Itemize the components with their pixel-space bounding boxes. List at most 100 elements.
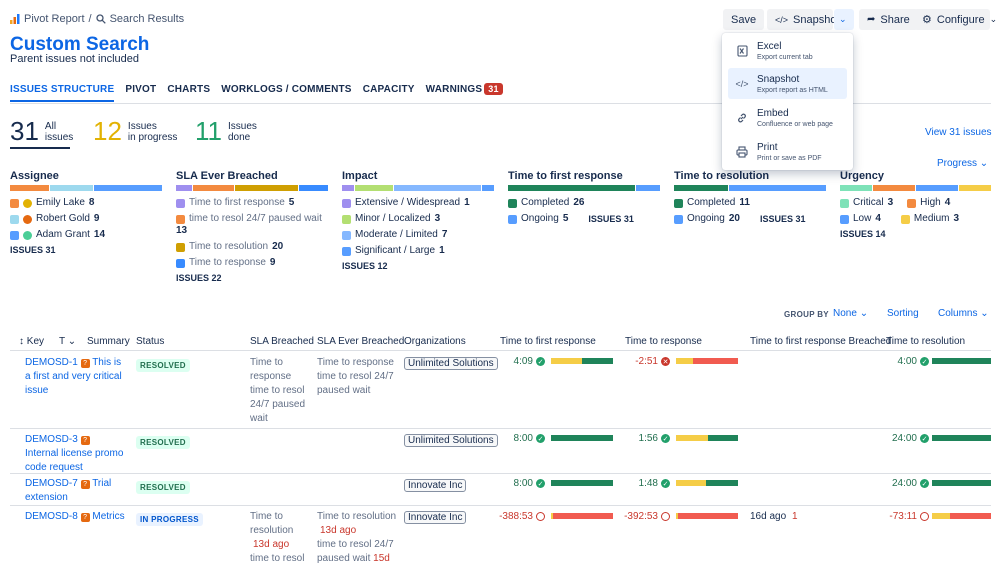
sort-icon: ↕ [19,336,24,347]
list-item[interactable]: Minor / Localized 3 [342,212,494,226]
active-stat-underline [10,147,70,149]
stat-done[interactable]: 11 Issues done [195,116,257,147]
configure-button[interactable]: ⚙ Configure ⌄ [914,9,997,30]
dimension-time-to-resolution: Time to resolution Completed 11 Ongoing 20… [674,170,826,228]
breadcrumb-pivot-report[interactable]: Pivot Report [24,13,85,25]
sorting-button[interactable]: Sorting [887,308,919,319]
list-item[interactable]: Completed 11 [674,196,826,210]
list-item[interactable]: Moderate / Limited 7 [342,228,494,242]
tab-worklogs-comments[interactable]: WORKLOGS / COMMENTS [221,84,352,95]
time-to-response-cell: -2:51 ✕ [625,356,670,367]
list-item[interactable]: Time to resolution 20 [176,240,328,254]
excel-icon [736,44,748,57]
organization-tag[interactable]: Innovate Inc [404,511,467,524]
item-label: Significant / Large [355,245,436,256]
sla-breached-cell: Time to resolution 13d ago time to resol [250,510,310,566]
tab-charts[interactable]: CHARTS [167,84,211,95]
column-header-time-to-first-response[interactable]: Time to first response [500,336,596,347]
sla-progress-bar [676,358,738,364]
issue-summary-link[interactable]: Internal license promo code request [25,448,124,473]
column-header-organizations[interactable]: Organizations [404,336,466,347]
issues-count: ISSUES 14 [840,229,886,239]
list-item[interactable]: Emily Lake 8 [10,196,162,210]
organization-tag[interactable]: Unlimited Solutions [404,434,498,447]
dimension-title[interactable]: SLA Ever Breached [176,170,278,182]
time-to-response-cell: 1:56 ✓ [625,433,670,444]
menu-item-snapshot[interactable]: </> Snapshot Export report as HTML [728,68,847,99]
item-count: 1 [464,197,470,208]
list-item[interactable]: Ongoing 20 ISSUES 31 [674,212,826,226]
column-header-status[interactable]: Status [136,336,165,347]
item-count: 3 [887,197,894,208]
list-item[interactable]: Time to response 9 [176,256,328,270]
time-to-resolution-cell: 24:00 ✓ [884,478,929,489]
stat-in-progress[interactable]: 12 Issues in progress [93,116,177,147]
stat-value: 11 [195,116,222,146]
item-count: 3 [434,213,441,224]
list-item[interactable]: Completed 26 [508,196,660,210]
issue-key-link[interactable]: DEMOSD-7 [25,478,78,489]
dimension-title[interactable]: Time to resolution [674,170,770,182]
menu-item-embed[interactable]: Embed Confluence or web page [728,102,847,133]
menu-item-print[interactable]: Print Print or save as PDF [728,136,847,167]
list-item[interactable]: Low 4 Medium 3 [840,212,991,226]
columns-dropdown[interactable]: Columns ⌄ [938,308,989,319]
list-item[interactable]: time to resol 24/7 paused wait [176,212,328,226]
list-item[interactable]: Significant / Large 1 [342,244,494,258]
progress-dropdown[interactable]: Progress ⌄ [937,158,988,169]
issue-key-link[interactable]: DEMOSD-8 [25,511,78,522]
dimension-title[interactable]: Time to first response [508,170,623,182]
view-all-issues-link[interactable]: View 31 issues [925,127,992,138]
column-header-key[interactable]: ↕ Key [19,336,44,347]
group-by-dropdown[interactable]: None ⌄ [833,308,868,319]
distribution-bar [674,185,826,191]
breadcrumb-search-results[interactable]: Search Results [109,13,185,25]
stat-label: issues [44,131,74,143]
issue-key-link[interactable]: DEMOSD-3 [25,434,78,445]
organization-tag[interactable]: Unlimited Solutions [404,357,498,370]
organization-tag[interactable]: Innovate Inc [404,479,467,492]
list-item[interactable]: Time to first response 5 [176,196,328,210]
tab-pivot[interactable]: PIVOT [125,84,157,95]
tab-warnings[interactable]: WARNINGS 31 [426,83,503,102]
table-row[interactable]: DEMOSD-7 ? Trial extension [25,477,125,505]
item-label: Time to resolution [189,241,269,252]
snapshot-dropdown-button[interactable]: ⌄ [834,9,854,30]
row-divider [10,505,991,506]
table-row[interactable]: DEMOSD-3 ? Internal license promo code r… [25,433,125,475]
time-value: -388:53 [499,511,533,522]
table-row[interactable]: DEMOSD-1 ? This is a first and very crit… [25,356,125,398]
stat-all-issues[interactable]: 31 All issues [10,116,73,147]
table-row[interactable]: DEMOSD-8 ? Metrics [25,510,125,524]
column-header-type[interactable]: T ⌄ [59,336,76,347]
list-item[interactable]: Critical 3 High 4 [840,196,991,210]
item-count: 9 [93,213,100,224]
share-button[interactable]: ➦ Share [859,9,918,30]
column-header-tfr-breached[interactable]: Time to first response Breached [750,336,892,347]
cross-icon: ✕ [661,357,670,366]
save-button[interactable]: Save [723,9,765,30]
dimension-title[interactable]: Urgency [840,170,885,182]
column-header-summary[interactable]: Summary [87,336,130,347]
issue-summary-link[interactable]: Trial extension [25,478,112,503]
issue-summary-link[interactable]: Metrics [92,511,125,522]
dimension-title[interactable]: Assignee [10,170,59,182]
tab-issues-structure[interactable]: ISSUES STRUCTURE [10,84,115,102]
issue-summary-link[interactable]: This is a first and very critical issue [25,357,122,396]
list-item[interactable]: Ongoing 5 ISSUES 31 [508,212,660,226]
column-header-sla-breached[interactable]: SLA Breached [250,336,314,347]
list-item[interactable]: Adam Grant 14 [10,228,162,242]
issue-key-link[interactable]: DEMOSD-1 [25,357,78,368]
tab-capacity[interactable]: CAPACITY [362,84,415,95]
column-header-time-to-resolution[interactable]: Time to resolution [886,336,966,347]
column-header-time-to-response[interactable]: Time to response [625,336,702,347]
column-header-sla-ever-breached[interactable]: SLA Ever Breached [317,336,405,347]
distribution-bar [10,185,162,191]
menu-item-excel[interactable]: Excel Export current tab [728,35,847,66]
list-item[interactable]: Extensive / Widespread 1 [342,196,494,210]
snapshot-button[interactable]: </> Snapshot [767,9,840,30]
code-icon: </> [775,14,789,25]
list-item[interactable]: Robert Gold 9 [10,212,162,226]
dimension-title[interactable]: Impact [342,170,378,182]
item-count: 4 [944,197,951,208]
